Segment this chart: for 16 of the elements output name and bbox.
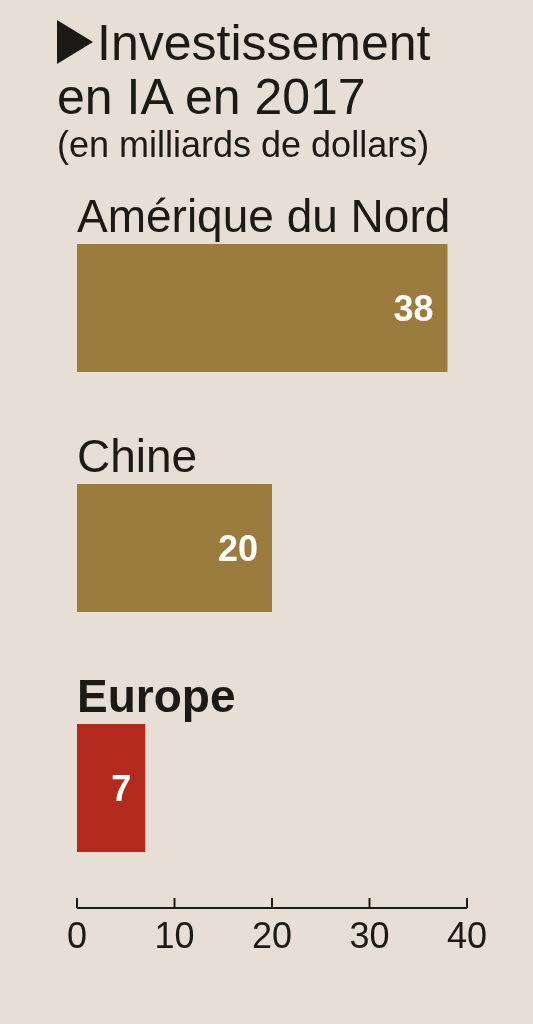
x-tick-label: 40	[446, 915, 488, 956]
data-label: 20	[217, 527, 258, 569]
data-label: 7	[111, 767, 132, 809]
data-label: 38	[393, 287, 434, 329]
y-tick-label: Chine	[77, 430, 198, 482]
bar	[77, 484, 272, 612]
x-tick-label: 0	[66, 915, 88, 956]
x-tick-label: 30	[349, 915, 390, 956]
bar	[77, 244, 448, 372]
y-tick-label: Europe	[77, 670, 236, 722]
bar	[77, 724, 146, 852]
y-tick-label: Amérique du Nord	[77, 190, 451, 242]
chart-title: Investissement en IA en 2017	[57, 15, 431, 125]
text: (en milliards de dollars)	[57, 124, 430, 165]
x-tick-label: 10	[154, 915, 195, 956]
x-tick-label: 20	[251, 915, 293, 956]
